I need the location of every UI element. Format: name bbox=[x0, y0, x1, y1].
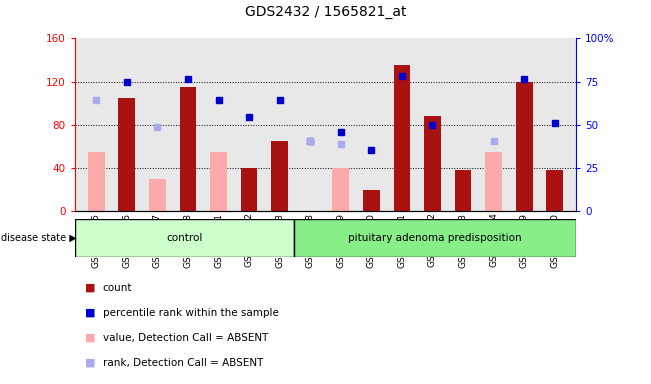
Text: ■: ■ bbox=[85, 358, 95, 368]
Bar bbox=[294, 219, 576, 257]
Bar bbox=[393, 65, 410, 211]
Bar bbox=[210, 152, 227, 211]
Text: value, Detection Call = ABSENT: value, Detection Call = ABSENT bbox=[103, 333, 268, 343]
Bar bbox=[88, 152, 105, 211]
Text: ■: ■ bbox=[85, 333, 95, 343]
Bar bbox=[241, 168, 258, 211]
Text: count: count bbox=[103, 283, 132, 293]
Bar bbox=[516, 81, 533, 211]
Text: ■: ■ bbox=[85, 283, 95, 293]
Text: percentile rank within the sample: percentile rank within the sample bbox=[103, 308, 279, 318]
Text: GDS2432 / 1565821_at: GDS2432 / 1565821_at bbox=[245, 5, 406, 19]
Bar bbox=[454, 170, 471, 211]
Text: ■: ■ bbox=[85, 308, 95, 318]
Text: disease state ▶: disease state ▶ bbox=[1, 233, 77, 243]
Text: pituitary adenoma predisposition: pituitary adenoma predisposition bbox=[348, 233, 522, 243]
Bar bbox=[363, 190, 380, 211]
Bar bbox=[333, 168, 349, 211]
Bar bbox=[424, 116, 441, 211]
Bar bbox=[75, 219, 294, 257]
Bar bbox=[118, 98, 135, 211]
Bar bbox=[271, 141, 288, 211]
Text: control: control bbox=[166, 233, 202, 243]
Bar bbox=[485, 152, 502, 211]
Bar bbox=[149, 179, 166, 211]
Text: rank, Detection Call = ABSENT: rank, Detection Call = ABSENT bbox=[103, 358, 263, 368]
Bar bbox=[546, 170, 563, 211]
Bar bbox=[210, 152, 227, 211]
Bar bbox=[180, 87, 197, 211]
